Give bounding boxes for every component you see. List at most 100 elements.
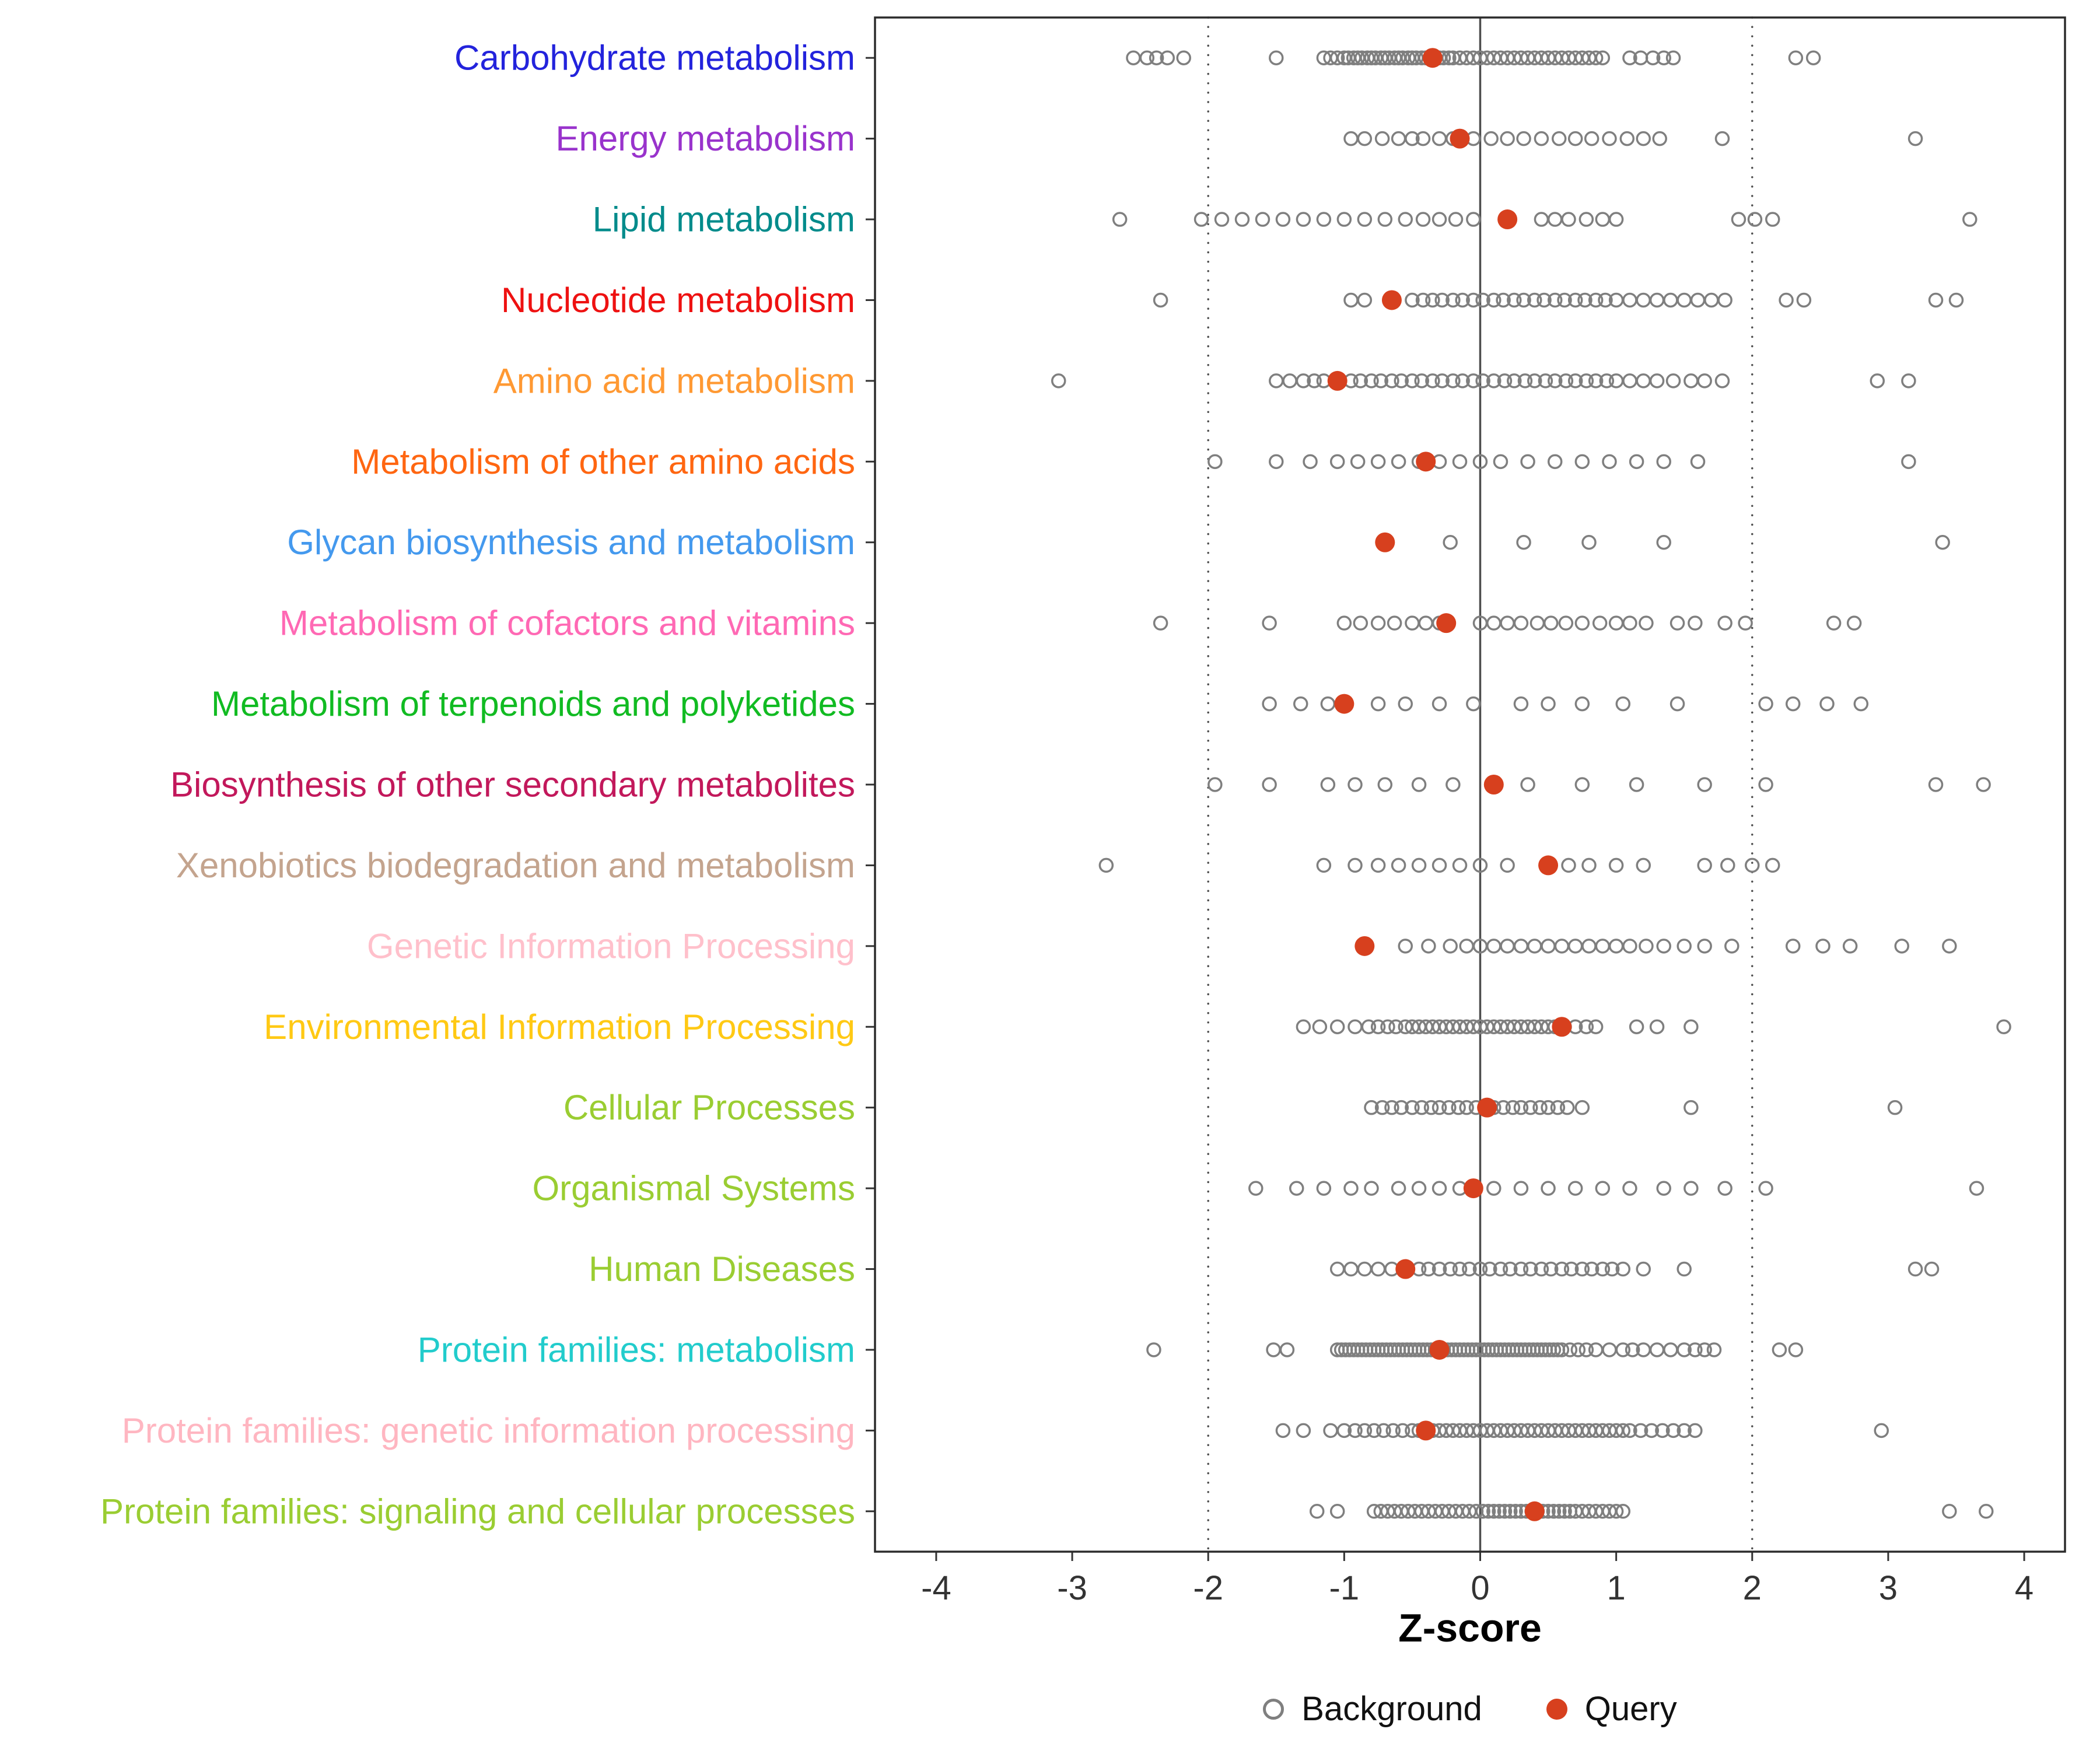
background-point — [1815, 939, 1831, 954]
background-point — [1296, 1019, 1311, 1035]
background-point — [1714, 131, 1730, 146]
query-point — [1416, 1420, 1436, 1441]
background-point — [1208, 777, 1223, 792]
background-point — [1697, 858, 1712, 873]
background-point — [1550, 1100, 1566, 1115]
background-point — [1608, 1504, 1624, 1519]
background-point — [1466, 292, 1481, 308]
background-point — [1765, 858, 1780, 873]
background-point — [1411, 777, 1427, 792]
background-point — [1146, 1342, 1161, 1357]
background-point — [1969, 1181, 1985, 1196]
background-point — [1574, 1100, 1590, 1115]
background-point — [1472, 1261, 1488, 1277]
background-point — [1532, 1100, 1548, 1115]
background-point — [1520, 454, 1535, 470]
background-point — [1534, 1261, 1549, 1277]
background-point — [1248, 1181, 1264, 1196]
background-point — [1717, 292, 1732, 308]
y-axis-label: Protein families: genetic information pr… — [122, 1411, 855, 1450]
background-point — [1466, 373, 1481, 388]
background-point — [1486, 1181, 1502, 1196]
background-point — [1684, 1100, 1699, 1115]
background-point — [1570, 1342, 1586, 1357]
background-point — [1475, 373, 1490, 388]
background-point — [1629, 777, 1644, 792]
query-point — [1395, 1259, 1416, 1279]
background-point — [1353, 373, 1368, 388]
background-point — [1395, 1423, 1410, 1438]
background-point — [1443, 1261, 1458, 1277]
background-point — [1513, 1100, 1529, 1115]
background-point — [1604, 1261, 1620, 1277]
query-point — [1497, 209, 1518, 230]
x-tick-label: -4 — [921, 1569, 951, 1607]
background-point — [1574, 777, 1590, 792]
x-tick-label: 1 — [1606, 1569, 1625, 1607]
x-tick-label: 3 — [1879, 1569, 1898, 1607]
background-point — [1398, 696, 1413, 712]
background-point — [1578, 1019, 1594, 1035]
background-point — [1255, 212, 1270, 227]
background-point — [1112, 212, 1128, 227]
background-point — [1619, 131, 1635, 146]
background-point — [1578, 212, 1594, 227]
background-point — [1361, 1019, 1377, 1035]
background-point — [1588, 50, 1604, 65]
y-axis-label: Protein families: signaling and cellular… — [100, 1492, 855, 1531]
background-point — [1522, 1261, 1538, 1277]
background-point — [1516, 292, 1531, 308]
background-point — [1374, 1100, 1390, 1115]
background-point — [1557, 292, 1572, 308]
background-point — [1639, 615, 1654, 631]
background-point — [1846, 615, 1862, 631]
background-point — [1747, 212, 1763, 227]
background-point — [1415, 212, 1431, 227]
background-point — [1561, 212, 1576, 227]
background-point — [1578, 373, 1594, 388]
background-point — [1870, 373, 1885, 388]
background-point — [1486, 1504, 1502, 1519]
background-point — [1316, 212, 1332, 227]
background-point — [1423, 1100, 1439, 1115]
y-axis-label: Metabolism of cofactors and vitamins — [279, 604, 855, 643]
background-point — [1303, 454, 1318, 470]
background-point — [1724, 939, 1740, 954]
background-point — [1578, 1342, 1594, 1357]
background-point — [1562, 1342, 1578, 1357]
background-point — [1312, 1019, 1328, 1035]
background-point — [1684, 1019, 1699, 1035]
background-point — [1581, 534, 1597, 550]
background-point — [1652, 131, 1667, 146]
background-point — [1615, 1504, 1631, 1519]
background-point — [1819, 696, 1835, 712]
background-point — [1483, 131, 1499, 146]
background-point — [1602, 454, 1617, 470]
background-point — [1160, 50, 1175, 65]
background-point — [1269, 454, 1284, 470]
background-point — [1547, 373, 1563, 388]
background-point — [1316, 858, 1332, 873]
background-point — [1051, 373, 1066, 388]
background-point — [1398, 939, 1413, 954]
background-point — [1598, 292, 1613, 308]
background-point — [1622, 615, 1637, 631]
background-point — [1622, 1423, 1637, 1438]
background-point — [1636, 1261, 1651, 1277]
background-point — [1901, 373, 1916, 388]
background-point — [1176, 50, 1191, 65]
background-point — [1329, 50, 1345, 65]
background-point — [1443, 534, 1458, 550]
background-point — [1452, 454, 1468, 470]
background-point — [1348, 1423, 1363, 1438]
background-point — [1688, 615, 1703, 631]
background-point — [1466, 696, 1481, 712]
background-point — [1343, 1181, 1359, 1196]
background-point — [1622, 1181, 1637, 1196]
x-tick-label: 2 — [1743, 1569, 1762, 1607]
background-point — [1942, 939, 1957, 954]
background-point — [1497, 1504, 1513, 1519]
background-point — [1826, 615, 1842, 631]
